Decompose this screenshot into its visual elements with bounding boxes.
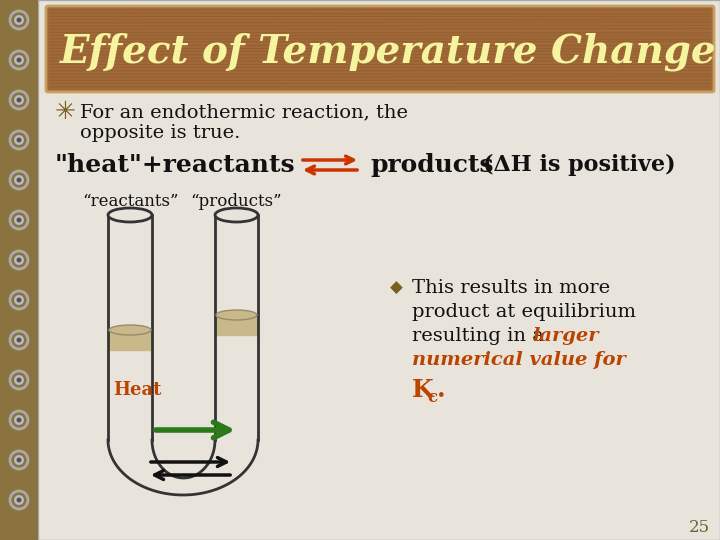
Circle shape xyxy=(17,178,22,183)
Circle shape xyxy=(17,298,22,302)
Circle shape xyxy=(14,215,24,225)
Circle shape xyxy=(14,335,24,345)
Circle shape xyxy=(17,338,22,342)
Circle shape xyxy=(14,495,24,505)
Circle shape xyxy=(14,455,24,465)
Ellipse shape xyxy=(108,208,152,222)
Circle shape xyxy=(17,258,22,262)
Circle shape xyxy=(17,457,22,462)
Text: "heat"+reactants: "heat"+reactants xyxy=(55,153,296,177)
Text: opposite is true.: opposite is true. xyxy=(80,124,240,142)
Text: .: . xyxy=(437,378,446,402)
Text: Effect of Temperature Change: Effect of Temperature Change xyxy=(60,33,716,71)
Circle shape xyxy=(14,175,24,185)
Text: For an endothermic reaction, the: For an endothermic reaction, the xyxy=(80,103,408,121)
Text: products: products xyxy=(370,153,493,177)
Text: larger: larger xyxy=(532,327,598,345)
Text: This results in more: This results in more xyxy=(412,279,610,297)
Circle shape xyxy=(14,55,24,65)
Circle shape xyxy=(14,95,24,105)
Circle shape xyxy=(17,218,22,222)
Text: ◆: ◆ xyxy=(390,279,402,297)
Circle shape xyxy=(14,415,24,425)
Circle shape xyxy=(14,295,24,305)
FancyBboxPatch shape xyxy=(0,0,38,540)
Ellipse shape xyxy=(109,325,151,335)
Circle shape xyxy=(14,255,24,265)
Circle shape xyxy=(14,15,24,25)
Text: product at equilibrium: product at equilibrium xyxy=(412,303,636,321)
Ellipse shape xyxy=(215,208,258,222)
Circle shape xyxy=(14,375,24,385)
Text: numerical value for: numerical value for xyxy=(412,351,626,369)
Circle shape xyxy=(17,497,22,503)
Text: (ΔH is positive): (ΔH is positive) xyxy=(483,154,675,176)
Circle shape xyxy=(17,17,22,23)
Text: “reactants”: “reactants” xyxy=(82,193,179,211)
FancyBboxPatch shape xyxy=(46,6,714,92)
Text: resulting in a: resulting in a xyxy=(412,327,550,345)
Circle shape xyxy=(17,417,22,422)
Text: “products”: “products” xyxy=(191,193,282,211)
Circle shape xyxy=(17,98,22,103)
Circle shape xyxy=(14,135,24,145)
Text: K: K xyxy=(412,378,433,402)
Text: Heat: Heat xyxy=(113,381,161,399)
Circle shape xyxy=(17,138,22,143)
Circle shape xyxy=(17,377,22,382)
Text: c: c xyxy=(427,388,437,406)
Ellipse shape xyxy=(216,310,257,320)
FancyBboxPatch shape xyxy=(38,0,720,540)
Text: ✳: ✳ xyxy=(55,100,76,124)
Circle shape xyxy=(17,57,22,63)
Text: 25: 25 xyxy=(689,519,710,537)
